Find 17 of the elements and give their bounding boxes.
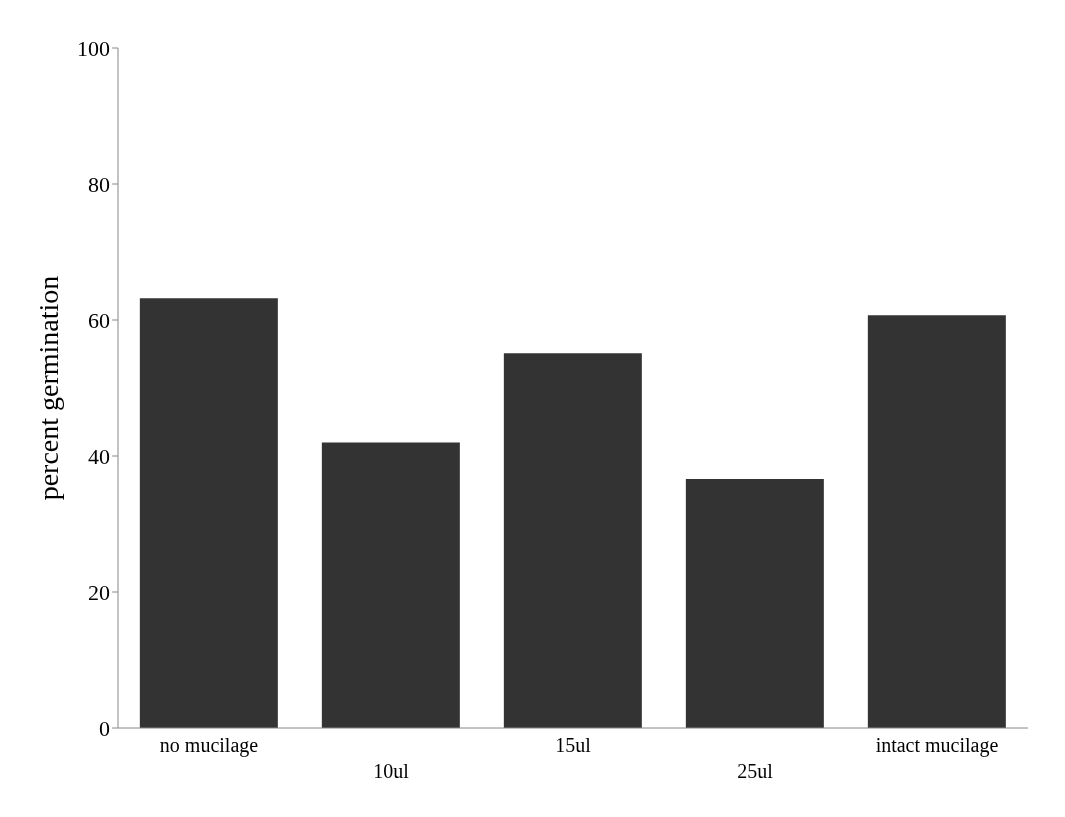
bar	[503, 353, 642, 728]
x-tick-label: 10ul	[373, 760, 410, 782]
bar	[867, 315, 1006, 728]
y-tick-label: 0	[99, 715, 110, 741]
y-axis-title: percent germination	[32, 275, 64, 501]
y-tick-label: 40	[88, 443, 110, 469]
x-tick-label: 15ul	[555, 734, 592, 756]
y-tick-label: 20	[88, 579, 110, 605]
x-tick-label: no mucilage	[159, 734, 259, 757]
bar	[685, 479, 824, 728]
y-tick-label: 100	[77, 35, 110, 61]
x-tick-label: 25ul	[737, 760, 774, 782]
bar	[321, 442, 460, 728]
x-tick-label: intact mucilage	[875, 734, 999, 757]
y-tick-label: 80	[88, 171, 110, 197]
bar	[139, 298, 278, 728]
y-tick-label: 60	[88, 307, 110, 333]
